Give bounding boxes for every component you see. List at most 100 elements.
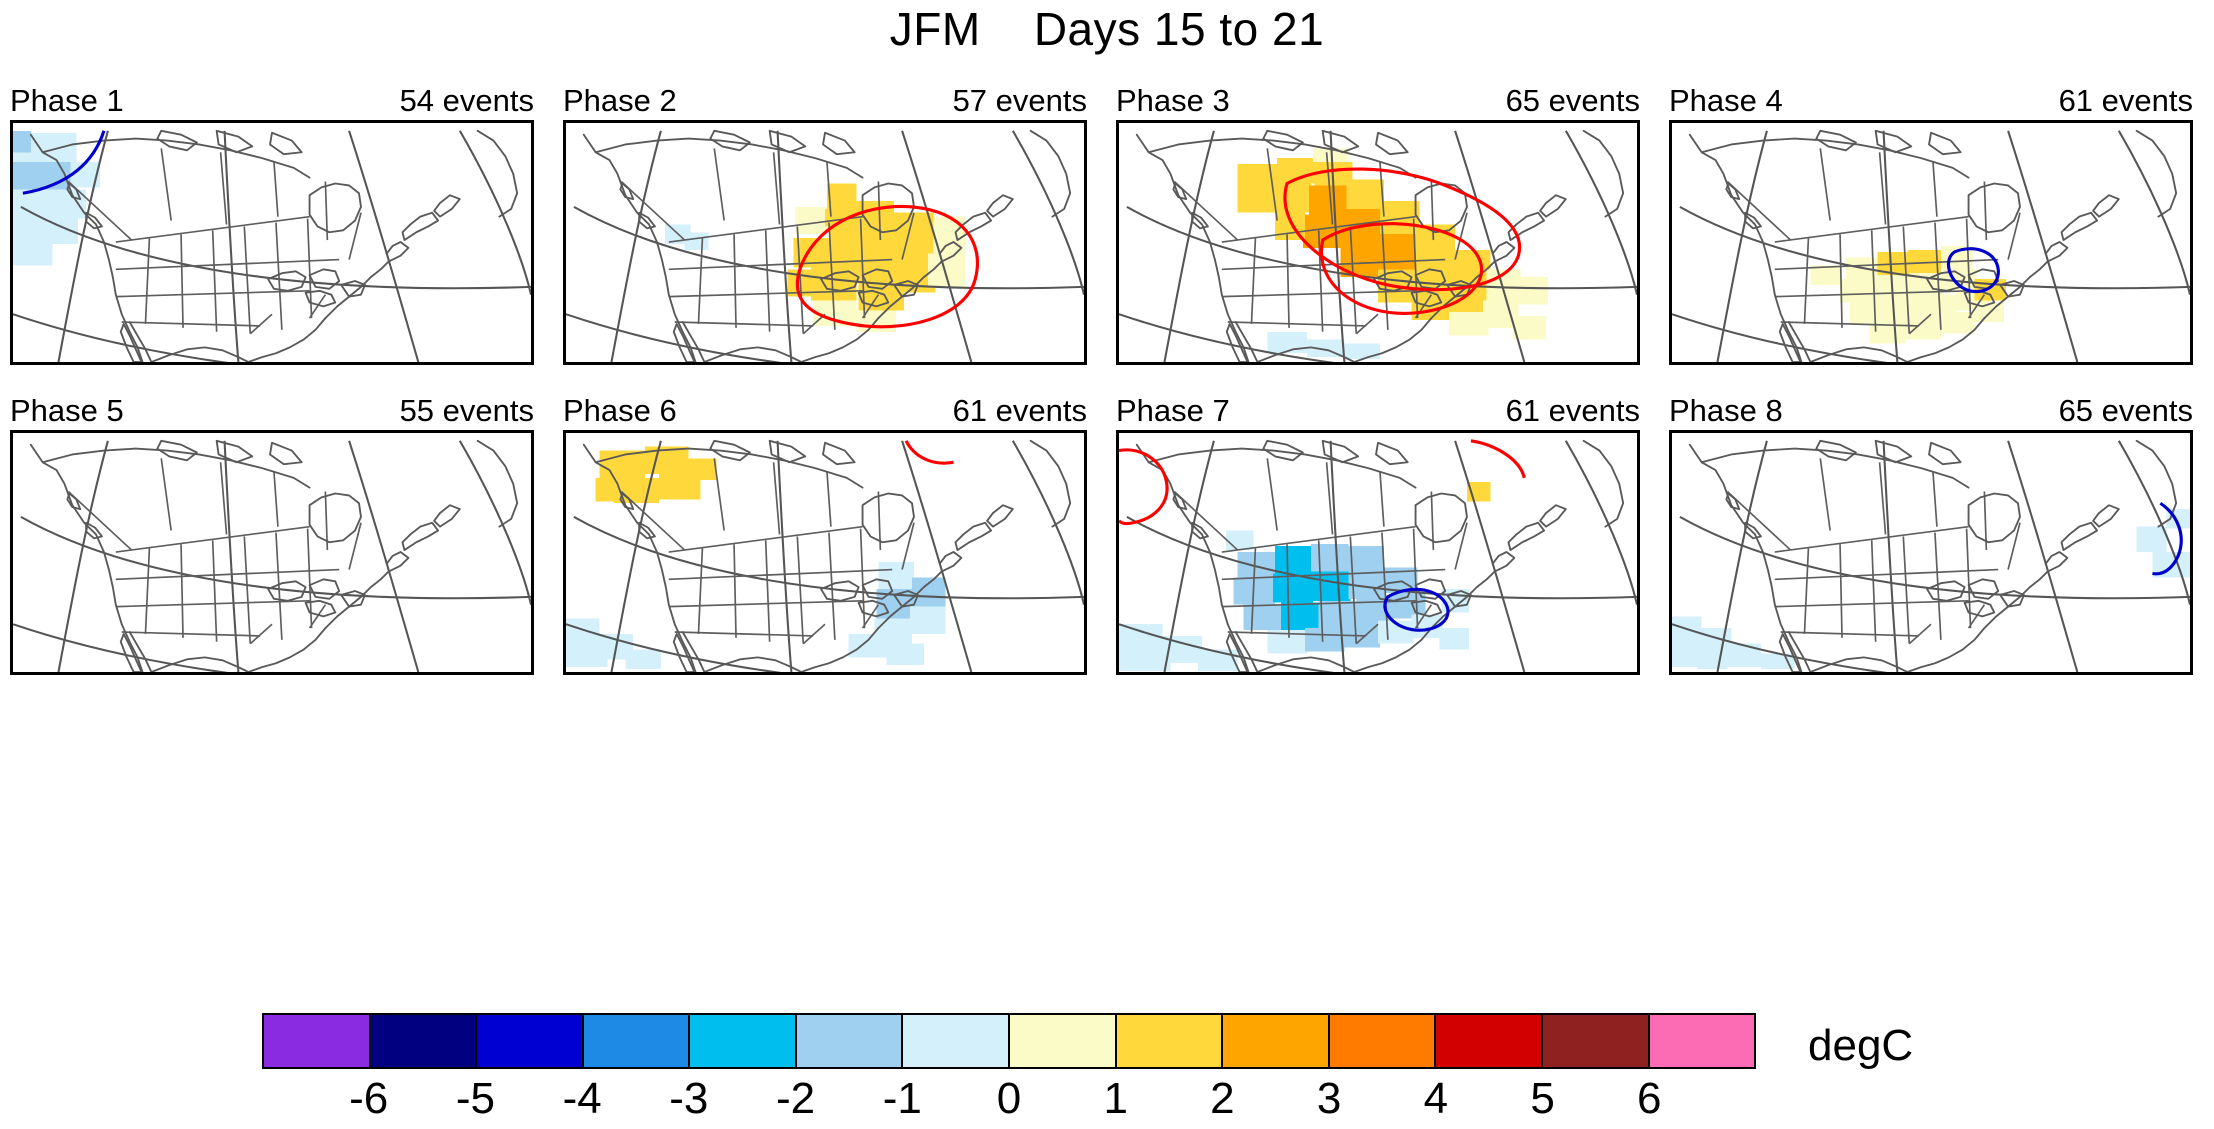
colorbar-tick-4: 4 bbox=[1423, 1074, 1449, 1123]
map-panel-phase-8: Phase 8 65 events bbox=[1669, 394, 2193, 675]
map-canvas-phase-1 bbox=[10, 120, 534, 365]
panel-header-phase-8: Phase 8 65 events bbox=[1669, 394, 2193, 428]
panel-events-label: 61 events bbox=[1505, 393, 1640, 428]
anomaly-shading bbox=[13, 130, 100, 266]
colorbar-swatch-10 bbox=[1329, 1015, 1437, 1067]
panel-events-label: 65 events bbox=[2058, 393, 2193, 428]
colorbar-swatch-11 bbox=[1436, 1015, 1543, 1067]
significance-contours bbox=[1119, 439, 1526, 632]
colorbar-tick-3: 3 bbox=[1316, 1074, 1342, 1123]
graticule bbox=[1672, 440, 2190, 672]
panel-events-label: 57 events bbox=[952, 83, 1087, 118]
colorbar-swatch-12 bbox=[1542, 1015, 1650, 1067]
political-borders bbox=[1726, 148, 2021, 335]
colorbar-tick-5: 5 bbox=[1530, 1074, 1555, 1123]
map-panel-phase-4: Phase 4 61 events bbox=[1669, 84, 2193, 365]
coastlines bbox=[1688, 439, 2178, 672]
colorbar-swatch-6 bbox=[903, 1015, 1011, 1067]
colorbar-tick--2: -2 bbox=[776, 1074, 816, 1123]
panel-events-label: 54 events bbox=[399, 83, 534, 118]
figure-title: JFM Days 15 to 21 bbox=[889, 3, 1325, 55]
panel-header-phase-4: Phase 4 61 events bbox=[1669, 84, 2193, 118]
colorbar: -6 -5 -4 -3 -2 -1 0 1 2 3 4 5 6 bbox=[262, 1013, 1756, 1123]
map-canvas-phase-6 bbox=[563, 430, 1087, 675]
map-panel-phase-2: Phase 2 57 events bbox=[563, 84, 1087, 365]
panel-phase-label: Phase 7 bbox=[1116, 393, 1230, 428]
graticule bbox=[13, 440, 531, 672]
map-canvas-phase-7 bbox=[1116, 430, 1640, 675]
significance-contours bbox=[1946, 247, 2000, 294]
political-borders bbox=[1173, 458, 1468, 645]
map-panel-phase-7: Phase 7 61 events bbox=[1116, 394, 1640, 675]
panel-header-phase-2: Phase 2 57 events bbox=[563, 84, 1087, 118]
colorbar-unit-label: degC bbox=[1808, 1021, 1914, 1070]
anomaly-shading bbox=[1237, 148, 1549, 360]
colorbar-tick-2: 2 bbox=[1210, 1074, 1235, 1123]
significance-contours bbox=[904, 440, 954, 465]
political-borders bbox=[67, 458, 362, 645]
significance-contours bbox=[22, 130, 106, 195]
colorbar-swatch-3 bbox=[583, 1015, 691, 1067]
colorbar-tick-6: 6 bbox=[1637, 1074, 1662, 1123]
graticule bbox=[566, 440, 1084, 672]
graticule bbox=[1672, 130, 2190, 362]
panel-header-phase-6: Phase 6 61 events bbox=[563, 394, 1087, 428]
panel-header-phase-7: Phase 7 61 events bbox=[1116, 394, 1640, 428]
map-canvas-phase-8 bbox=[1669, 430, 2193, 675]
colorbar-swatch-8 bbox=[1116, 1015, 1224, 1067]
political-borders bbox=[1726, 458, 2021, 645]
map-canvas-phase-2 bbox=[563, 120, 1087, 365]
graticule bbox=[13, 130, 531, 362]
coastlines bbox=[582, 129, 1072, 362]
map-panel-phase-6: Phase 6 61 events bbox=[563, 394, 1087, 675]
colorbar-swatch-2 bbox=[477, 1015, 584, 1067]
coastlines bbox=[582, 439, 1072, 672]
colorbar-swatch-7 bbox=[1010, 1015, 1117, 1067]
colorbar-tick--4: -4 bbox=[562, 1074, 602, 1123]
significance-contours bbox=[795, 204, 980, 329]
panel-phase-label: Phase 2 bbox=[563, 83, 677, 118]
colorbar-swatch-9 bbox=[1223, 1015, 1330, 1067]
panel-phase-label: Phase 1 bbox=[10, 83, 124, 118]
panel-events-label: 61 events bbox=[952, 393, 1087, 428]
colorbar-tick-0: 0 bbox=[996, 1074, 1022, 1123]
political-borders bbox=[620, 458, 915, 645]
significance-contours bbox=[1283, 167, 1522, 315]
map-panel-phase-5: Phase 5 55 events bbox=[10, 394, 534, 675]
coastlines bbox=[1688, 129, 2178, 362]
panel-phase-label: Phase 8 bbox=[1669, 393, 1783, 428]
colorbar-tick-labels: -6 -5 -4 -3 -2 -1 0 1 2 3 4 5 6 bbox=[262, 1069, 1756, 1129]
colorbar-swatch-4 bbox=[690, 1015, 797, 1067]
colorbar-swatch-0 bbox=[264, 1015, 371, 1067]
panel-header-phase-5: Phase 5 55 events bbox=[10, 394, 534, 428]
colorbar-tick--5: -5 bbox=[455, 1074, 495, 1123]
panel-events-label: 55 events bbox=[399, 393, 534, 428]
panel-phase-label: Phase 6 bbox=[563, 393, 677, 428]
map-panel-phase-1: Phase 1 54 events bbox=[10, 84, 534, 365]
panel-events-label: 65 events bbox=[1505, 83, 1640, 118]
panel-header-phase-3: Phase 3 65 events bbox=[1116, 84, 1640, 118]
significance-contours bbox=[2152, 501, 2183, 576]
map-canvas-phase-5 bbox=[10, 430, 534, 675]
map-panel-phase-3: Phase 3 65 events bbox=[1116, 84, 1640, 365]
colorbar-swatch-1 bbox=[370, 1015, 478, 1067]
colorbar-swatch-5 bbox=[796, 1015, 904, 1067]
anomaly-shading bbox=[566, 446, 946, 670]
colorbar-swatch-13 bbox=[1649, 1015, 1755, 1067]
graticule bbox=[1119, 130, 1637, 362]
coastlines bbox=[29, 439, 519, 672]
political-borders bbox=[67, 148, 362, 335]
panel-phase-label: Phase 4 bbox=[1669, 83, 1783, 118]
colorbar-tick--1: -1 bbox=[882, 1074, 922, 1123]
colorbar-tick--6: -6 bbox=[349, 1074, 389, 1123]
coastlines bbox=[29, 129, 519, 362]
colorbar-tick-1: 1 bbox=[1103, 1074, 1128, 1123]
graticule bbox=[1119, 440, 1637, 672]
panel-events-label: 61 events bbox=[2058, 83, 2193, 118]
colorbar-tick--3: -3 bbox=[669, 1074, 709, 1123]
panel-header-phase-1: Phase 1 54 events bbox=[10, 84, 534, 118]
political-borders bbox=[620, 148, 915, 335]
map-canvas-phase-4 bbox=[1669, 120, 2193, 365]
panel-phase-label: Phase 5 bbox=[10, 393, 124, 428]
